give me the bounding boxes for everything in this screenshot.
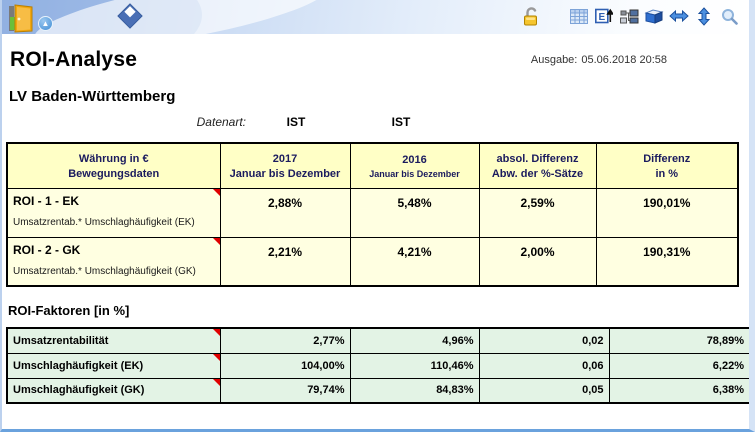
- factor-value-absdiff: 0,02: [478, 327, 610, 354]
- header-cell-difference-percent: Differenz in %: [595, 142, 739, 189]
- header-cell-2016: 2016 Januar bis Dezember: [349, 142, 480, 189]
- factor-value-2017: 79,74%: [219, 377, 351, 404]
- roi-factors-table: Umsatzrentabilität 2,77% 4,96% 0,02 78,8…: [6, 327, 749, 404]
- page-title: ROI-Analyse: [10, 48, 138, 71]
- hierarchy-icon[interactable]: [619, 6, 639, 26]
- exit-door-icon[interactable]: [8, 3, 36, 34]
- box-icon[interactable]: [644, 6, 664, 26]
- datenart-label: Datenart:: [196, 115, 246, 129]
- roi-gk-value-2017: 2,21%: [219, 236, 351, 287]
- factor-row-umschlaghaeufigkeit-ek: Umschlaghäufigkeit (EK) 104,00% 110,46% …: [6, 352, 749, 379]
- resize-vertical-icon[interactable]: [694, 6, 714, 26]
- datenart-row: Datenart: IST IST: [6, 115, 749, 129]
- collapse-up-button[interactable]: ▲: [38, 16, 53, 31]
- roi-ek-value-absdiff: 2,59%: [478, 187, 597, 238]
- factor-row-umsatzrentabilitaet: Umsatzrentabilität 2,77% 4,96% 0,02 78,8…: [6, 327, 749, 354]
- factor-value-absdiff: 0,05: [478, 377, 610, 404]
- factor-value-2017: 2,77%: [219, 327, 351, 354]
- factor-value-absdiff: 0,06: [478, 352, 610, 379]
- header-band: ▲ E: [2, 0, 749, 34]
- svg-text:E: E: [598, 12, 605, 23]
- zoom-icon[interactable]: [719, 6, 739, 26]
- roi-gk-value-diffpct: 190,31%: [595, 236, 739, 287]
- unlock-icon[interactable]: [522, 6, 542, 26]
- export-excel-icon[interactable]: E: [594, 6, 614, 26]
- factor-value-2017: 104,00%: [219, 352, 351, 379]
- roi-row-gk: ROI - 2 - GK Umsatzrentab.* Umschlaghäuf…: [6, 236, 739, 287]
- roi-ek-label-cell: ROI - 1 - EK Umsatzrentab.* Umschlaghäuf…: [6, 187, 221, 238]
- roi-table: Währung in € Bewegungsdaten 2017 Januar …: [6, 142, 739, 287]
- factor-value-diffpct: 78,89%: [608, 327, 749, 354]
- roi-ek-value-2016: 5,48%: [349, 187, 480, 238]
- factor-value-2016: 110,46%: [349, 352, 480, 379]
- table-grid-icon[interactable]: [569, 6, 589, 26]
- organization-title: LV Baden-Württemberg: [9, 88, 176, 105]
- factor-label: Umsatzrentabilität: [6, 327, 221, 354]
- toolbar: E: [522, 6, 739, 26]
- factor-row-umschlaghaeufigkeit-gk: Umschlaghäufigkeit (GK) 79,74% 84,83% 0,…: [6, 377, 749, 404]
- header-cell-2017: 2017 Januar bis Dezember: [219, 142, 351, 189]
- output-label: Ausgabe:: [530, 54, 578, 66]
- factor-value-diffpct: 6,22%: [608, 352, 749, 379]
- roi-gk-value-absdiff: 2,00%: [478, 236, 597, 287]
- roi-row-ek: ROI - 1 - EK Umsatzrentab.* Umschlaghäuf…: [6, 187, 739, 238]
- roi-ek-value-diffpct: 190,01%: [595, 187, 739, 238]
- header-cell-absolute-difference: absol. Differenz Abw. der %-Sätze: [478, 142, 597, 189]
- roi-factors-title: ROI-Faktoren [in %]: [8, 303, 130, 318]
- roi-table-header-row: Währung in € Bewegungsdaten 2017 Januar …: [6, 142, 739, 189]
- roi-gk-label-cell: ROI - 2 - GK Umsatzrentab.* Umschlaghäuf…: [6, 236, 221, 287]
- factor-label: Umschlaghäufigkeit (GK): [6, 377, 221, 404]
- diamond-logo: [117, 3, 143, 29]
- output-datetime: 05.06.2018 20:58: [581, 54, 667, 66]
- factor-value-2016: 84,83%: [349, 377, 480, 404]
- output-timestamp: Ausgabe: 05.06.2018 20:58: [531, 54, 667, 66]
- roi-gk-value-2016: 4,21%: [349, 236, 480, 287]
- datenart-value-2016: IST: [391, 115, 411, 129]
- resize-horizontal-icon[interactable]: [669, 6, 689, 26]
- datenart-value-2017: IST: [286, 115, 306, 129]
- factor-label: Umschlaghäufigkeit (EK): [6, 352, 221, 379]
- header-cell-bewegungsdaten: Währung in € Bewegungsdaten: [6, 142, 221, 189]
- factor-value-diffpct: 6,38%: [608, 377, 749, 404]
- roi-ek-value-2017: 2,88%: [219, 187, 351, 238]
- factor-value-2016: 4,96%: [349, 327, 480, 354]
